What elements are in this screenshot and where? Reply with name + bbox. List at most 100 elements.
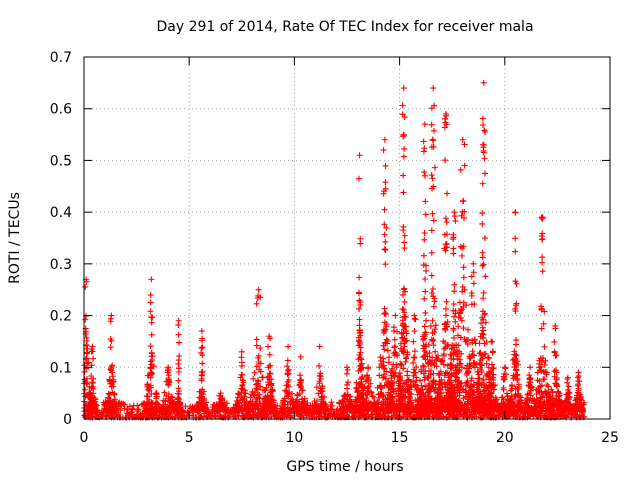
data-point xyxy=(268,380,275,387)
x-tick-label: 10 xyxy=(285,430,303,446)
x-tick-label: 25 xyxy=(601,430,619,446)
data-point xyxy=(239,386,246,393)
data-point xyxy=(338,405,345,412)
y-tick-label: 0.3 xyxy=(50,257,72,273)
data-point xyxy=(220,407,227,414)
data-point xyxy=(246,408,253,415)
data-point xyxy=(176,339,183,346)
data-point xyxy=(284,401,291,408)
data-point xyxy=(389,380,396,387)
data-point xyxy=(185,409,192,416)
data-point xyxy=(166,377,173,384)
data-point xyxy=(361,398,368,405)
data-point xyxy=(381,328,388,335)
y-tick-label: 0.7 xyxy=(50,50,72,66)
data-point xyxy=(146,396,153,403)
data-point xyxy=(250,391,257,398)
data-point xyxy=(356,274,363,281)
data-point xyxy=(254,294,261,301)
data-point xyxy=(380,190,387,197)
data-point xyxy=(128,409,135,416)
data-point xyxy=(380,392,387,399)
y-tick-label: 0.4 xyxy=(50,205,72,221)
data-point xyxy=(270,399,277,406)
data-point xyxy=(265,373,272,380)
x-axis-label: GPS time / hours xyxy=(286,459,403,475)
data-point xyxy=(386,402,393,409)
data-point xyxy=(381,346,388,353)
data-point xyxy=(285,391,292,398)
data-point xyxy=(174,408,181,415)
data-point xyxy=(198,372,205,379)
data-point xyxy=(256,366,263,373)
data-point xyxy=(357,344,364,351)
data-point xyxy=(353,384,360,391)
data-point xyxy=(182,403,189,410)
y-axis-label: ROTI / TECUs xyxy=(7,192,23,284)
data-point xyxy=(316,343,323,350)
data-point xyxy=(107,344,114,351)
data-point xyxy=(197,395,204,402)
data-point xyxy=(365,399,372,406)
data-point xyxy=(83,355,90,362)
data-point xyxy=(115,411,122,418)
data-point xyxy=(238,354,245,361)
data-point xyxy=(254,382,261,389)
data-point xyxy=(380,374,387,381)
data-point xyxy=(169,394,176,401)
data-point xyxy=(263,384,270,391)
data-point xyxy=(165,364,172,371)
data-point xyxy=(473,413,480,420)
data-point xyxy=(165,391,172,398)
data-point xyxy=(226,412,233,419)
data-point xyxy=(196,400,203,407)
data-point xyxy=(177,407,184,414)
data-point xyxy=(355,175,362,182)
y-tick-label: 0.2 xyxy=(50,309,72,325)
data-point xyxy=(253,363,260,370)
data-point xyxy=(347,407,354,414)
data-point xyxy=(297,353,304,360)
data-point xyxy=(198,393,205,400)
data-points xyxy=(81,79,588,421)
data-point xyxy=(284,357,291,364)
data-point xyxy=(195,403,202,410)
data-point xyxy=(380,147,387,154)
data-point xyxy=(249,398,256,405)
data-point xyxy=(322,407,329,414)
data-point xyxy=(109,373,116,380)
data-point xyxy=(148,276,155,283)
data-point xyxy=(378,360,385,367)
data-point xyxy=(279,400,286,407)
data-point xyxy=(266,370,273,377)
data-point xyxy=(384,347,391,354)
data-point xyxy=(355,367,362,374)
data-point xyxy=(393,361,400,368)
data-point xyxy=(355,334,362,341)
data-point xyxy=(147,371,154,378)
data-point xyxy=(312,406,319,413)
data-point xyxy=(266,362,273,369)
data-point xyxy=(281,395,288,402)
data-point xyxy=(297,379,304,386)
data-point xyxy=(299,406,306,413)
data-point xyxy=(88,397,95,404)
data-point xyxy=(382,185,389,192)
data-point xyxy=(264,343,271,350)
data-point xyxy=(90,385,97,392)
data-point xyxy=(358,375,365,382)
data-point xyxy=(389,367,396,374)
data-point xyxy=(269,386,276,393)
data-point xyxy=(90,408,97,415)
data-point xyxy=(217,400,224,407)
data-point xyxy=(359,373,366,380)
data-point xyxy=(255,286,262,293)
data-point xyxy=(251,392,258,399)
data-point xyxy=(234,394,241,401)
data-point xyxy=(250,375,257,382)
chart-title: Day 291 of 2014, Rate Of TEC Index for r… xyxy=(156,19,533,35)
data-point xyxy=(147,343,154,350)
data-point xyxy=(279,406,286,413)
data-point xyxy=(382,162,389,169)
